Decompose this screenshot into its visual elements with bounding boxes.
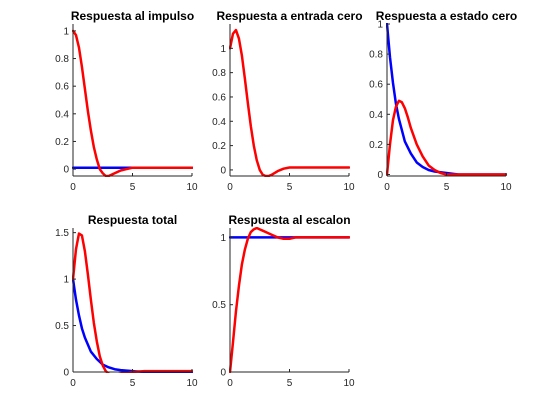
subplot-title: Respuesta a entrada cero <box>216 9 362 23</box>
y-tick-label: 0.6 <box>212 92 226 103</box>
y-tick-label: 0.5 <box>212 300 226 311</box>
series-line-red <box>229 227 350 373</box>
subplot-2: Respuesta a entrada cero 0 5 10 0 0.2 0.4 0.6 0.… <box>212 9 362 193</box>
y-tick-label: 0.8 <box>212 68 226 79</box>
y-tick-label: 0.2 <box>369 140 383 151</box>
y-tick-label: 0 <box>220 165 226 176</box>
x-tick-label: 5 <box>287 182 293 193</box>
series-line-red <box>72 29 193 177</box>
y-tick-label: 0.8 <box>369 50 383 61</box>
series-line-blue <box>386 23 507 176</box>
y-tick-label: 0.4 <box>369 110 383 121</box>
y-tick-label: 1 <box>220 44 226 55</box>
y-tick-label: 0.4 <box>212 117 226 128</box>
x-tick-label: 0 <box>384 182 390 193</box>
y-tick-label: 0 <box>220 368 226 379</box>
y-tick-label: 0.4 <box>55 109 69 120</box>
subplot-title: Respuesta al escalon <box>228 213 350 227</box>
y-tick-label: 1 <box>220 233 226 244</box>
x-tick-label: 10 <box>186 182 198 193</box>
x-tick-label: 0 <box>70 182 76 193</box>
y-tick-label: 0 <box>377 170 383 181</box>
y-tick-label: 0 <box>63 368 69 379</box>
x-tick-label: 0 <box>227 182 233 193</box>
x-tick-label: 5 <box>287 378 293 389</box>
y-tick-label: 1.5 <box>55 228 69 239</box>
y-tick-label: 0 <box>63 165 69 176</box>
series-line-red <box>386 99 507 176</box>
y-tick-label: 0.2 <box>55 137 69 148</box>
subplot-1: Respuesta al impulso 0 5 10 0 0.2 0.4 0.6 0.8 1 <box>55 9 198 193</box>
y-tick-label: 0.5 <box>55 321 69 332</box>
subplot-title: Respuesta total <box>88 213 177 227</box>
x-tick-label: 10 <box>186 378 198 389</box>
y-tick-label: 0.6 <box>369 80 383 91</box>
y-tick-label: 1 <box>63 275 69 286</box>
x-tick-label: 5 <box>130 182 136 193</box>
subplot-5: Respuesta al escalon 0 5 10 0 0.5 1 <box>212 213 355 389</box>
x-tick-label: 10 <box>343 182 355 193</box>
y-tick-label: 0.6 <box>55 82 69 93</box>
subplot-4: Respuesta total 0 5 10 0 0.5 1 1.5 <box>55 213 198 389</box>
subplot-title: Respuesta al impulso <box>71 9 194 23</box>
x-tick-label: 10 <box>343 378 355 389</box>
x-tick-label: 5 <box>130 378 136 389</box>
x-tick-label: 0 <box>70 378 76 389</box>
x-tick-label: 10 <box>500 182 512 193</box>
subplot-3: Respuesta a estado cero 0 5 10 0 0.2 0.4 0.6 0.8… <box>369 9 517 193</box>
subplot-title: Respuesta a estado cero <box>376 9 517 23</box>
y-tick-label: 0.2 <box>212 141 226 152</box>
x-tick-label: 5 <box>444 182 450 193</box>
y-tick-label: 1 <box>63 26 69 37</box>
series-line-red <box>229 28 350 177</box>
y-tick-label: 1 <box>377 20 383 31</box>
series-line-red <box>72 232 193 373</box>
y-tick-label: 0.8 <box>55 54 69 65</box>
x-tick-label: 0 <box>227 378 233 389</box>
